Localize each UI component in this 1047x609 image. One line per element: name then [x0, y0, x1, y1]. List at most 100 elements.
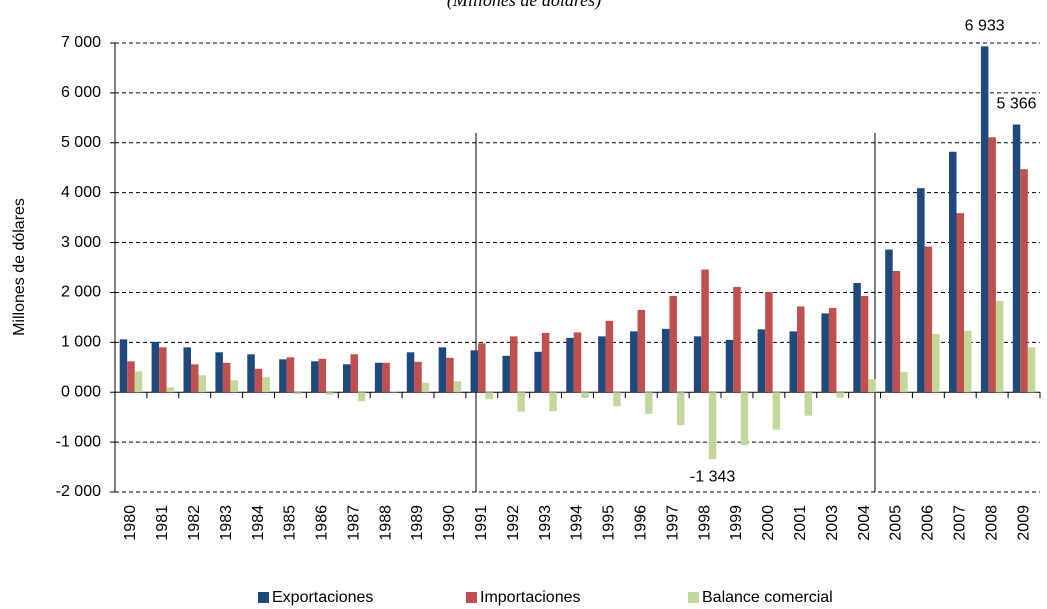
x-tick-label: 1983: [218, 505, 235, 541]
bar: [804, 392, 813, 416]
x-tick-label: 2001: [792, 505, 809, 541]
bar: [166, 387, 175, 393]
bar: [598, 336, 606, 393]
x-tick-label: 2005: [888, 505, 905, 541]
bar: [159, 347, 167, 393]
bar: [821, 313, 829, 393]
data-label: 5 366: [997, 96, 1037, 113]
bar: [485, 392, 494, 400]
bar: [765, 291, 773, 393]
bar: [1027, 347, 1036, 393]
bar: [190, 364, 199, 393]
bar: [988, 137, 996, 393]
bar: [286, 357, 295, 393]
y-tick-label: 2 000: [61, 284, 101, 301]
x-tick-label: 1988: [377, 505, 394, 541]
data-label: 6 933: [965, 18, 1005, 35]
bar: [828, 307, 837, 393]
bar: [949, 151, 957, 393]
bar: [613, 392, 621, 407]
bar: [733, 286, 741, 393]
bar: [326, 392, 334, 395]
bar: [797, 306, 805, 393]
x-tick-label: 1986: [314, 505, 331, 541]
legend-label: Importaciones: [480, 589, 581, 606]
legend-swatch: [466, 592, 477, 603]
bar: [438, 347, 447, 393]
bar: [566, 337, 574, 393]
bar: [1020, 169, 1028, 393]
x-tick-label: 2009: [1015, 505, 1032, 541]
x-tick-label: 1997: [664, 505, 681, 541]
bar: [701, 269, 709, 393]
bar: [661, 328, 670, 393]
bar: [478, 343, 486, 393]
x-tick-label: 1991: [473, 505, 490, 541]
y-tick-label: 5 000: [61, 134, 101, 151]
y-tick-label: 3 000: [61, 234, 101, 251]
y-tick-label: 7 000: [61, 34, 101, 51]
y-tick-label: 4 000: [61, 184, 101, 201]
bar: [350, 354, 358, 393]
bar: [198, 375, 206, 393]
bar: [964, 330, 972, 393]
bar: [294, 392, 302, 395]
x-tick-label: 1994: [569, 505, 586, 541]
x-tick-label: 1990: [441, 505, 458, 541]
bar: [1012, 124, 1021, 393]
x-tick-label: 1992: [505, 505, 522, 541]
bar: [637, 309, 646, 393]
y-tick-label: 1 000: [61, 334, 101, 351]
bar: [789, 331, 798, 393]
bar: [956, 213, 965, 393]
x-tick-label: 2008: [983, 505, 1000, 541]
bar: [836, 392, 844, 398]
bar: [885, 249, 893, 393]
bar: [693, 336, 702, 393]
bar: [980, 46, 989, 393]
chart-subtitle: (Millones de dólares): [447, 0, 601, 11]
x-tick-label: 1998: [696, 505, 713, 541]
bar: [605, 320, 614, 393]
bar: [342, 364, 351, 393]
bar: [470, 350, 479, 393]
bar: [669, 295, 677, 393]
bar: [509, 336, 518, 393]
bar: [868, 379, 876, 393]
bar: [374, 362, 383, 393]
y-tick-label: 0 000: [61, 383, 101, 400]
x-tick-label: 1999: [728, 505, 745, 541]
bar: [645, 392, 653, 414]
bar: [254, 368, 263, 393]
bar: [549, 392, 557, 412]
bar: [995, 300, 1004, 393]
bar: [262, 377, 270, 393]
bar: [119, 339, 128, 393]
x-tick-label: 1985: [282, 505, 299, 541]
legend-swatch: [688, 592, 699, 603]
data-label: -1 343: [690, 468, 735, 485]
bar: [892, 270, 901, 393]
x-tick-label: 1989: [409, 505, 426, 541]
bar: [860, 295, 869, 393]
bar: [453, 381, 462, 393]
bar: [573, 332, 582, 393]
bar: [853, 282, 861, 393]
x-tick-label: 1982: [186, 505, 203, 541]
bar: [183, 347, 191, 393]
bar: [630, 331, 638, 393]
y-tick-label: -1 000: [56, 433, 101, 450]
bar: [676, 392, 685, 426]
legend-label: Exportaciones: [272, 589, 373, 606]
bar: [541, 332, 550, 393]
bar: [406, 352, 415, 393]
x-tick-label: 1980: [122, 505, 139, 541]
bar: [740, 392, 749, 446]
bar: [222, 362, 231, 393]
x-tick-label: 2007: [951, 505, 968, 541]
x-tick-label: 1987: [345, 505, 362, 541]
bar: [318, 358, 327, 393]
x-tick-label: 2000: [760, 505, 777, 541]
bar: [772, 392, 781, 430]
bar: [382, 362, 390, 393]
